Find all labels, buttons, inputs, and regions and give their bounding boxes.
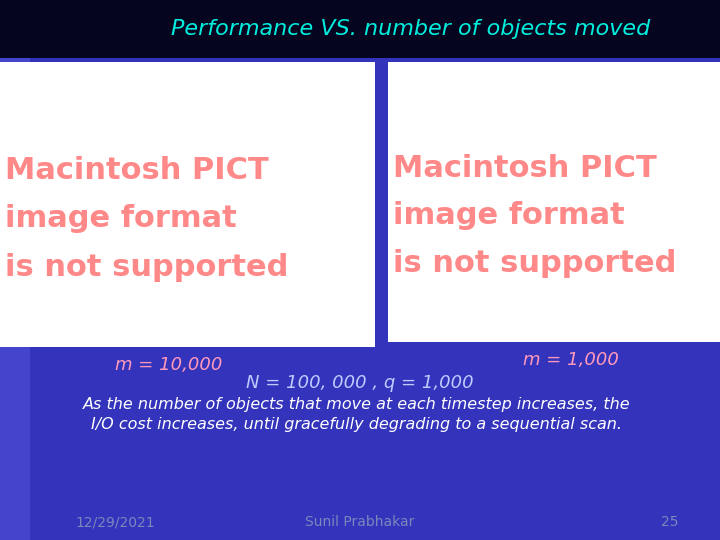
Text: I/O cost increases, until gracefully degrading to a sequential scan.: I/O cost increases, until gracefully deg…	[91, 416, 622, 431]
Text: As the number of objects that move at each timestep increases, the: As the number of objects that move at ea…	[83, 397, 630, 413]
Text: Sunil Prabhakar: Sunil Prabhakar	[305, 515, 415, 529]
Bar	[0, 58, 30, 540]
Text: m = 1,000: m = 1,000	[523, 351, 618, 369]
Text: 25: 25	[661, 515, 678, 529]
Text: N = 100, 000 , q = 1,000: N = 100, 000 , q = 1,000	[246, 374, 474, 392]
Bar	[388, 62, 720, 342]
Bar	[0, 0, 720, 58]
Text: image format: image format	[5, 204, 237, 233]
Text: image format: image format	[393, 201, 625, 231]
Text: 12/29/2021: 12/29/2021	[76, 515, 155, 529]
Text: m = 10,000: m = 10,000	[115, 356, 222, 374]
Text: is not supported: is not supported	[393, 249, 676, 278]
Text: Macintosh PICT: Macintosh PICT	[393, 154, 657, 183]
Text: Performance VS. number of objects moved: Performance VS. number of objects moved	[171, 19, 650, 39]
Text: is not supported: is not supported	[5, 253, 289, 282]
Text: Macintosh PICT: Macintosh PICT	[5, 156, 269, 185]
Bar	[0, 62, 375, 347]
